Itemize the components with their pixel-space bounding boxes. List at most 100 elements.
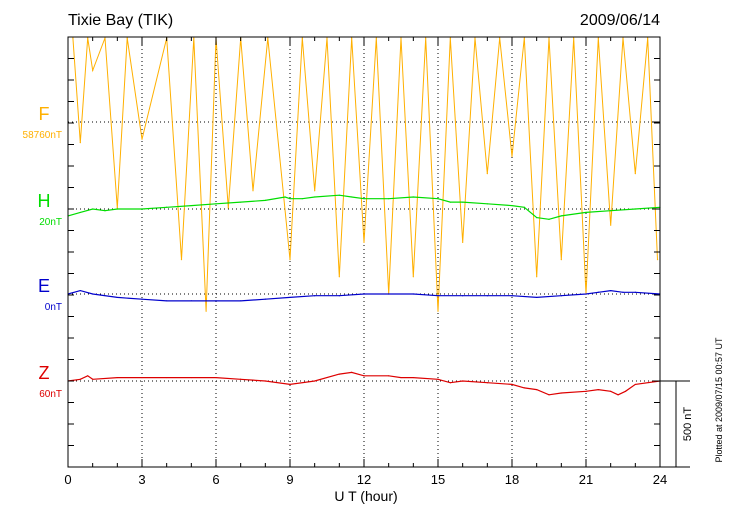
series-z-point [338,373,340,375]
series-z-point [634,383,636,386]
series-f-point [523,37,525,39]
series-f-point [486,173,488,175]
series-z-point [314,380,316,382]
series-z-point [597,389,599,391]
series-z-point [79,378,81,380]
series-h-point [264,199,266,201]
series-f-point [180,259,183,261]
series-h-point [437,198,439,200]
series-f-point [474,37,476,39]
series-e-point [314,295,316,297]
series-z-point [289,383,291,386]
series-h-point [141,208,143,210]
series-e-point [511,295,513,297]
series-h-point [363,198,365,200]
series-e-point [388,293,390,295]
series-f-point [499,37,501,39]
series-f-point [425,37,427,39]
series-f-line [72,37,658,312]
series-h-point [412,196,414,198]
x-tick-label: 6 [212,472,219,487]
series-f-point [87,37,89,39]
series-f-point [449,37,451,39]
series-h-point [240,201,242,203]
series-h-point [511,204,513,207]
series-f-point [193,37,195,39]
series-z-point [240,378,242,380]
series-h-point [351,196,353,198]
series-z-point [449,382,451,384]
series-e-point [215,300,217,302]
series-f-point [289,259,291,261]
series-e-point [597,291,599,293]
series-h-point [104,210,106,212]
series-h-point [338,194,340,196]
series-h-point [190,204,192,207]
series-f-point [301,37,303,39]
series-h-point [301,198,303,200]
series-h-point [634,208,636,210]
series-z-point [585,390,587,392]
series-e-point [289,296,291,299]
series-f-point [116,207,118,209]
series-f-point [92,69,94,71]
series-e-point [462,295,464,297]
series-f-point [363,241,365,243]
series-z-point [548,394,550,396]
series-h-point [284,196,286,198]
series-f-point [79,142,81,144]
series-h-point [289,198,291,200]
series-h-point [585,211,587,214]
series-z-point [437,378,439,380]
series-e-point [486,295,488,297]
plot-frame [67,36,661,468]
date-label: 2009/06/14 [580,12,660,29]
series-label-h: H [38,191,51,211]
series-e-point [437,295,439,297]
series-label-e: E [38,276,50,296]
series-e-point [116,296,118,299]
series-z-point [215,376,217,379]
series-e-point [264,298,266,300]
series-f-point [141,138,143,140]
series-e-point [166,300,168,302]
series-z-point [624,390,627,392]
series-baseline-h: 20nT [39,217,62,228]
series-z-point [610,390,612,392]
series-f-point [227,207,229,209]
series-f-point [104,37,106,39]
series-baseline-f: 58760nT [23,130,62,141]
series-z-point [190,376,192,379]
series-f-point [548,37,550,39]
series-z-point [400,376,402,379]
x-tick-label: 18 [505,472,519,487]
series-f-point [656,259,659,261]
series-e-point [634,291,636,293]
series-z-point [462,380,464,382]
series-e-point [536,296,538,299]
series-e-point [412,293,414,295]
series-f-point [634,173,636,175]
series-e-point [610,289,612,292]
series-f-point [126,37,128,39]
series-f-point [326,37,328,39]
series-f-point [252,190,254,192]
plotted-note: Plotted at 2009/07/15 00:57 UT [714,337,724,463]
series-z-point [511,383,513,386]
series-h-point [215,203,217,205]
series-e-point [240,300,242,302]
series-baseline-z: 60nT [39,389,62,400]
series-h-point [116,208,118,210]
series-f-point [610,224,612,226]
x-tick-label: 3 [138,472,145,487]
series-z-point [388,375,390,377]
x-tick-label: 0 [64,472,71,487]
series-z-point [363,375,365,377]
series-e-point [560,295,562,297]
x-tick-label: 15 [431,472,445,487]
series-z-point [141,376,143,379]
series-z-point [92,378,94,380]
series-label-f: F [39,104,50,124]
series-f-point [412,276,414,278]
